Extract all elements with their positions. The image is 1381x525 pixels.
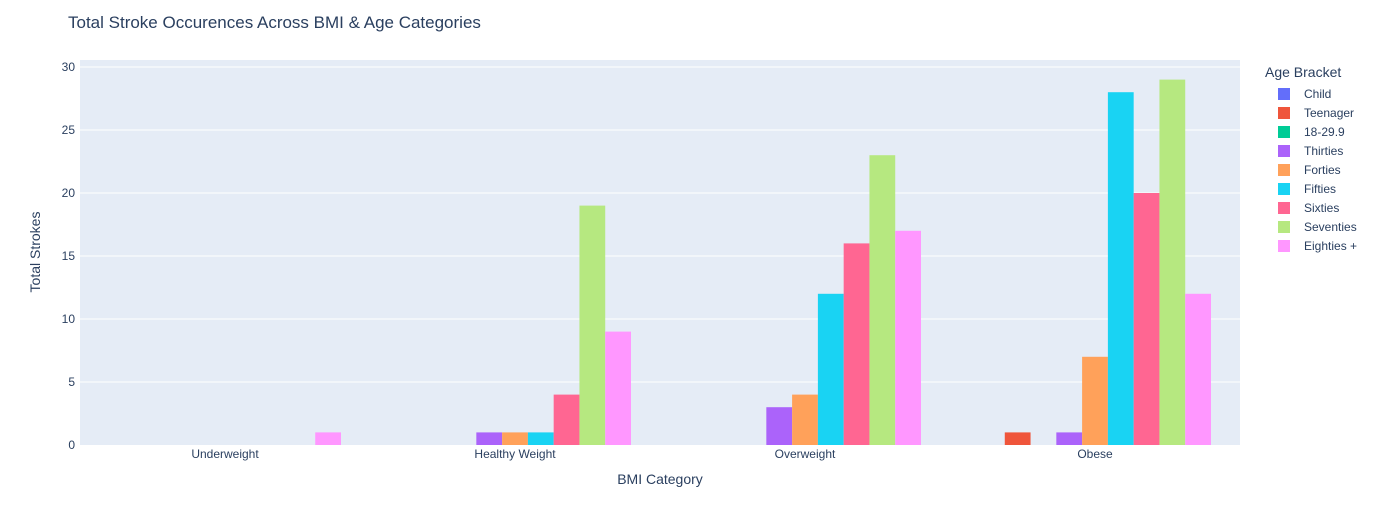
legend-label: Sixties <box>1304 200 1340 215</box>
legend-item[interactable]: Fifties <box>1265 179 1357 198</box>
legend-label: 18-29.9 <box>1304 124 1345 139</box>
y-tick-label: 15 <box>62 249 76 263</box>
legend-swatch <box>1278 239 1290 252</box>
bar[interactable] <box>895 230 921 445</box>
y-tick-label: 10 <box>62 312 76 326</box>
x-axis-label: BMI Category <box>617 471 703 487</box>
legend-swatch <box>1278 87 1290 100</box>
legend-item[interactable]: Seventies <box>1265 217 1357 236</box>
legend-swatch <box>1278 220 1290 233</box>
bar[interactable] <box>1107 92 1134 445</box>
legend-label: Eighties + <box>1304 238 1358 253</box>
gridlines <box>80 66 1240 383</box>
bar[interactable] <box>1004 432 1031 445</box>
bar[interactable] <box>315 432 341 445</box>
y-axis-label: Total Strokes <box>27 211 43 293</box>
y-tick-label: 0 <box>68 438 75 452</box>
y-tick-labels: 0 5 10 15 20 25 30 <box>62 60 76 452</box>
bar[interactable] <box>1082 356 1108 445</box>
legend-swatch <box>1278 125 1290 138</box>
bar[interactable] <box>817 293 844 445</box>
x-tick-labels: Underweight Healthy Weight Overweight Obese <box>191 447 1113 461</box>
x-tick-label: Underweight <box>191 447 259 461</box>
legend-label: Child <box>1304 86 1332 101</box>
legend-item[interactable]: 18-29.9 <box>1265 122 1357 141</box>
legend-item[interactable]: Forties <box>1265 160 1357 179</box>
plot-background <box>80 60 1240 445</box>
bars <box>315 79 1211 445</box>
legend-swatch <box>1278 163 1290 176</box>
bar[interactable] <box>766 407 793 445</box>
chart-title: Total Stroke Occurences Across BMI & Age… <box>68 13 481 32</box>
legend-item[interactable]: Thirties <box>1265 141 1357 160</box>
legend-label: Teenager <box>1304 105 1355 120</box>
legend-swatch <box>1278 106 1290 119</box>
legend-item[interactable]: Eighties + <box>1265 236 1357 255</box>
y-tick-label: 20 <box>62 186 76 200</box>
bar[interactable] <box>553 394 580 445</box>
legend-swatch <box>1278 201 1290 214</box>
bar[interactable] <box>1159 79 1186 445</box>
legend-label: Forties <box>1304 162 1341 177</box>
legend-title: Age Bracket <box>1265 64 1342 80</box>
bar[interactable] <box>1185 293 1211 445</box>
legend-swatch <box>1278 182 1290 195</box>
bar[interactable] <box>1056 432 1083 445</box>
legend: Age Bracket Child Teenager 18-29.9 Thirties… <box>1265 64 1357 255</box>
bar[interactable] <box>502 432 528 445</box>
bar[interactable] <box>1133 193 1160 445</box>
bar[interactable] <box>527 432 554 445</box>
y-tick-label: 25 <box>62 123 76 137</box>
legend-label: Thirties <box>1304 143 1344 158</box>
bar[interactable] <box>843 243 870 445</box>
x-tick-label: Healthy Weight <box>474 447 556 461</box>
bar[interactable] <box>605 331 631 445</box>
y-tick-label: 30 <box>62 60 76 74</box>
bar[interactable] <box>579 205 606 445</box>
legend-item[interactable]: Teenager <box>1265 103 1357 122</box>
legend-label: Fifties <box>1304 181 1337 196</box>
bar[interactable] <box>792 394 818 445</box>
legend-item[interactable]: Child <box>1265 84 1357 103</box>
x-tick-label: Obese <box>1077 447 1113 461</box>
y-tick-label: 5 <box>68 375 75 389</box>
legend-label: Seventies <box>1304 219 1357 234</box>
legend-item[interactable]: Sixties <box>1265 198 1357 217</box>
bar[interactable] <box>869 155 896 445</box>
legend-items: Child Teenager 18-29.9 Thirties Forties Fifti… <box>1265 84 1357 255</box>
x-tick-label: Overweight <box>775 447 836 461</box>
bar[interactable] <box>476 432 503 445</box>
legend-swatch <box>1278 144 1290 157</box>
